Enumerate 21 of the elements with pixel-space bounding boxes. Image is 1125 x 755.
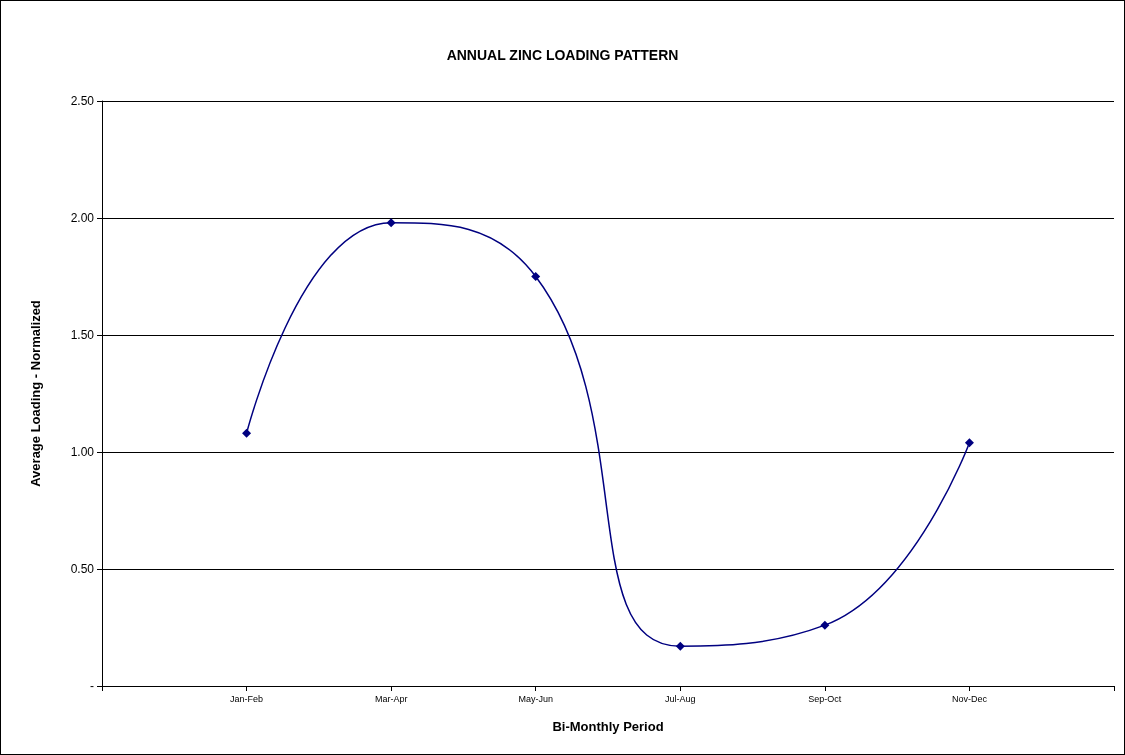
point [820,620,830,630]
x-axis-title: Bi-Monthly Period [552,719,664,734]
y-axis-title: Average Loading - Normalized [28,300,43,487]
chart-title: ANNUAL ZINC LOADING PATTERN [446,47,679,63]
point [964,438,974,448]
x-tick-label: Sep-Oct [808,693,842,704]
y-tick-label: - [90,679,94,693]
x-tick-label: Mar-Apr [374,693,408,704]
x-tick-label: May-Jun [518,693,553,704]
point [386,218,396,228]
y-tick-label: 1.50 [70,328,95,342]
point [242,428,252,438]
point [675,641,685,651]
x-tick-label: Nov-Dec [951,693,988,704]
y-tick-label: 1.00 [70,445,95,459]
y-tick-label: 2.50 [70,94,95,108]
point [531,272,541,281]
y-tick-label: 2.00 [70,211,95,225]
x-tick-label: Jan-Feb [230,693,264,704]
y-tick-label: 0.50 [70,562,95,576]
x-tick-label: Jul-Aug [665,693,696,704]
